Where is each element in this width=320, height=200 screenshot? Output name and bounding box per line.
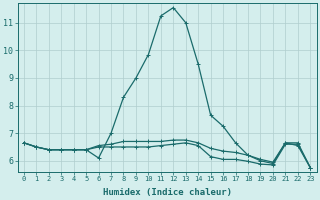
X-axis label: Humidex (Indice chaleur): Humidex (Indice chaleur) bbox=[103, 188, 232, 197]
